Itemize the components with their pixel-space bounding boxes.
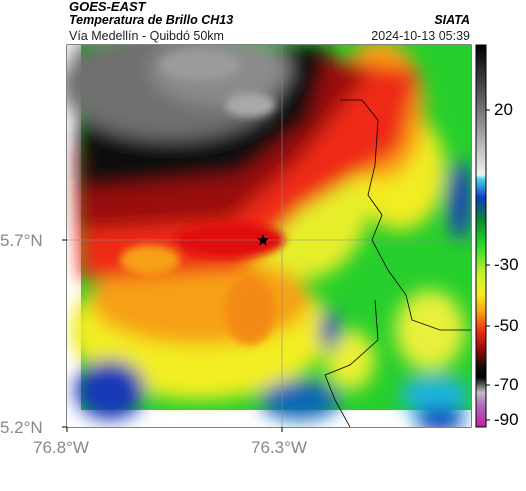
location-label: Vía Medellín - Quibdó 50km (69, 29, 224, 43)
satellite-title: GOES-EAST (69, 0, 146, 14)
lon-tick-label: 76.3°W (251, 438, 307, 457)
colorbar-tick-label: -90 (494, 410, 519, 429)
department-border (340, 99, 471, 331)
lat-tick-label: 5.7°N (0, 231, 43, 250)
colorbar-tick-label: -30 (494, 255, 519, 274)
colorbar-tick-label: -50 (494, 316, 519, 335)
colorbar-tick-label: -70 (494, 375, 519, 394)
colorbar (475, 44, 487, 428)
datetime-label: 2024-10-13 05:39 (371, 29, 470, 43)
product-title: Temperatura de Brillo CH13 (69, 13, 234, 27)
colorbar-tick-label: 20 (494, 100, 513, 119)
station-star-icon (257, 234, 269, 246)
brightness-temperature-field (67, 45, 471, 427)
lat-tick-label: 5.2°N (0, 418, 43, 437)
brand-label: SIATA (434, 13, 470, 27)
department-border-south (324, 299, 379, 427)
lon-tick-label: 76.8°W (33, 438, 89, 457)
